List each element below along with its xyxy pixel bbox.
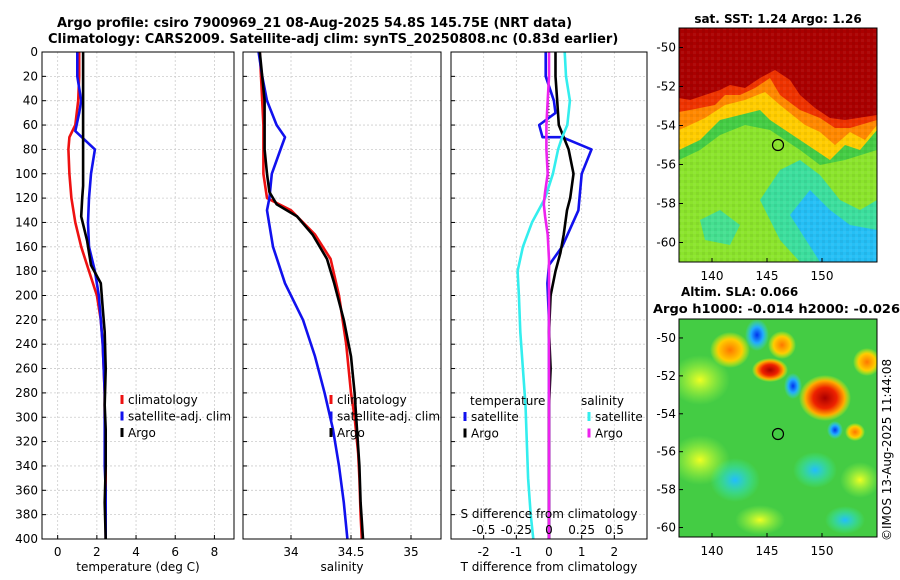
series-argo bbox=[258, 51, 365, 540]
plot-frame bbox=[450, 51, 648, 540]
legend-heading-temperature: temperature bbox=[470, 394, 545, 408]
series-argo bbox=[79, 52, 107, 540]
y-tick-label: 40 bbox=[23, 94, 38, 108]
y-tick-label: 380 bbox=[15, 508, 38, 522]
map-y-tick-label: -54 bbox=[656, 407, 676, 421]
series-satellite-adj-clim bbox=[257, 51, 349, 540]
imos-credit: ©IMOS 13-Aug-2025 11:44:08 bbox=[880, 358, 894, 541]
x-tick-label: 6 bbox=[171, 545, 179, 559]
x2-tick-label: 0 bbox=[545, 523, 553, 537]
y-tick-label: 140 bbox=[15, 215, 38, 229]
map-x-tick-label: 150 bbox=[811, 269, 834, 283]
map-x-tick-label: 150 bbox=[811, 544, 834, 558]
y-tick-label: 180 bbox=[15, 264, 38, 278]
y-tick-label: 200 bbox=[15, 289, 38, 303]
y-tick-label: 360 bbox=[15, 483, 38, 497]
sst-map bbox=[678, 27, 878, 263]
sla-argo-marker bbox=[771, 427, 785, 441]
x-axis-label: temperature (deg C) bbox=[76, 560, 199, 574]
map-y-tick-label: -58 bbox=[656, 483, 676, 497]
y-tick-label: 320 bbox=[15, 435, 38, 449]
legend-label: Argo bbox=[471, 427, 499, 441]
x-tick-label: 2 bbox=[611, 545, 619, 559]
x-tick-label: -2 bbox=[478, 545, 490, 559]
y-tick-label: 280 bbox=[15, 386, 38, 400]
legend-label: satellite-adj. clim bbox=[337, 410, 440, 424]
sst_map-axes: 140 145 150 -50 -52 -54 -56 -58 -60 sat. SST: 1.2… bbox=[656, 12, 861, 283]
map-x-tick-label: 140 bbox=[701, 544, 724, 558]
map-y-tick-label: -56 bbox=[656, 445, 676, 459]
legend-label: Argo bbox=[595, 427, 623, 441]
x-tick-label: 8 bbox=[211, 545, 219, 559]
y-tick-label: 80 bbox=[23, 142, 38, 156]
x-tick-label: 0 bbox=[54, 545, 62, 559]
series-s-satellite bbox=[516, 51, 572, 540]
sla-map-title: Altim. SLA: 0.066 bbox=[681, 285, 798, 299]
x-tick-label: 34.5 bbox=[338, 545, 365, 559]
plot-frame bbox=[242, 51, 442, 540]
sst-argo-marker bbox=[771, 138, 785, 152]
sla_map-axes: 140 145 150 -50 -52 -54 -56 -58 -60 Altim. SLA: 0… bbox=[653, 285, 900, 558]
x-axis-label: salinity bbox=[320, 560, 363, 574]
plot-frame bbox=[41, 51, 235, 540]
series-s-argo bbox=[542, 52, 551, 539]
x-tick-label: -1 bbox=[510, 545, 522, 559]
y-tick-label: 220 bbox=[15, 313, 38, 327]
x2-tick-label: 0.25 bbox=[568, 523, 595, 537]
y-tick-label: 60 bbox=[23, 118, 38, 132]
map-y-tick-label: -52 bbox=[656, 369, 676, 383]
legend-label: satellite-adj. clim bbox=[128, 410, 231, 424]
x-axis-label: T difference from climatology bbox=[460, 560, 638, 574]
map-x-tick-label: 145 bbox=[756, 544, 779, 558]
y-tick-label: 100 bbox=[15, 167, 38, 181]
map-y-tick-label: -56 bbox=[656, 158, 676, 172]
legend-label: Argo bbox=[337, 426, 365, 440]
x2-tick-label: -0.25 bbox=[501, 523, 532, 537]
map-x-tick-label: 140 bbox=[701, 269, 724, 283]
x-tick-label: 2 bbox=[93, 545, 101, 559]
difference-panel: -2 -1 0 1 2T difference from climatology temp… bbox=[450, 51, 648, 574]
map-y-tick-label: -60 bbox=[656, 521, 676, 535]
x2-tick-label: -0.5 bbox=[472, 523, 495, 537]
map-x-tick-label: 145 bbox=[756, 269, 779, 283]
y-tick-label: 0 bbox=[30, 45, 38, 59]
y-tick-label: 240 bbox=[15, 337, 38, 351]
legend-label: Argo bbox=[128, 426, 156, 440]
figure-title-line2: Climatology: CARS2009. Satellite-adj cli… bbox=[48, 32, 619, 47]
salinity-panel: 34 34.5 35 salinity climatology satellite-adj… bbox=[242, 51, 442, 574]
legend-label: climatology bbox=[337, 393, 407, 407]
y-tick-label: 400 bbox=[15, 532, 38, 546]
x2-tick-label: 0.5 bbox=[605, 523, 624, 537]
temperature-panel: 0204060801001201401601802002202402602803… bbox=[15, 45, 235, 574]
figure-title-line1: Argo profile: csiro 7900969_21 08-Aug-20… bbox=[57, 16, 573, 31]
legend-label: satellite bbox=[595, 410, 643, 424]
legend-label: climatology bbox=[128, 393, 198, 407]
sla-map bbox=[678, 318, 878, 538]
x-tick-label: 35 bbox=[403, 545, 418, 559]
legend-label: satellite bbox=[471, 410, 519, 424]
y-tick-label: 160 bbox=[15, 240, 38, 254]
map-y-tick-label: -58 bbox=[656, 197, 676, 211]
y-tick-label: 120 bbox=[15, 191, 38, 205]
y-tick-label: 260 bbox=[15, 362, 38, 376]
map-y-tick-label: -54 bbox=[656, 119, 676, 133]
x-tick-label: 1 bbox=[578, 545, 586, 559]
legend-heading-salinity: salinity bbox=[581, 394, 624, 408]
sla-map-subtitle: Argo h1000: -0.014 h2000: -0.026 bbox=[653, 302, 900, 316]
map-y-tick-label: -50 bbox=[656, 41, 676, 55]
map-y-tick-label: -50 bbox=[656, 331, 676, 345]
map-y-tick-label: -60 bbox=[656, 236, 676, 250]
x-tick-label: 34 bbox=[283, 545, 298, 559]
map-y-tick-label: -52 bbox=[656, 80, 676, 94]
sst-map-title: sat. SST: 1.24 Argo: 1.26 bbox=[694, 12, 861, 26]
x2-axis-label: S difference from climatology bbox=[461, 507, 638, 521]
y-tick-label: 340 bbox=[15, 459, 38, 473]
y-tick-label: 20 bbox=[23, 69, 38, 83]
y-tick-label: 300 bbox=[15, 410, 38, 424]
x-tick-label: 0 bbox=[545, 545, 553, 559]
x-tick-label: 4 bbox=[132, 545, 140, 559]
